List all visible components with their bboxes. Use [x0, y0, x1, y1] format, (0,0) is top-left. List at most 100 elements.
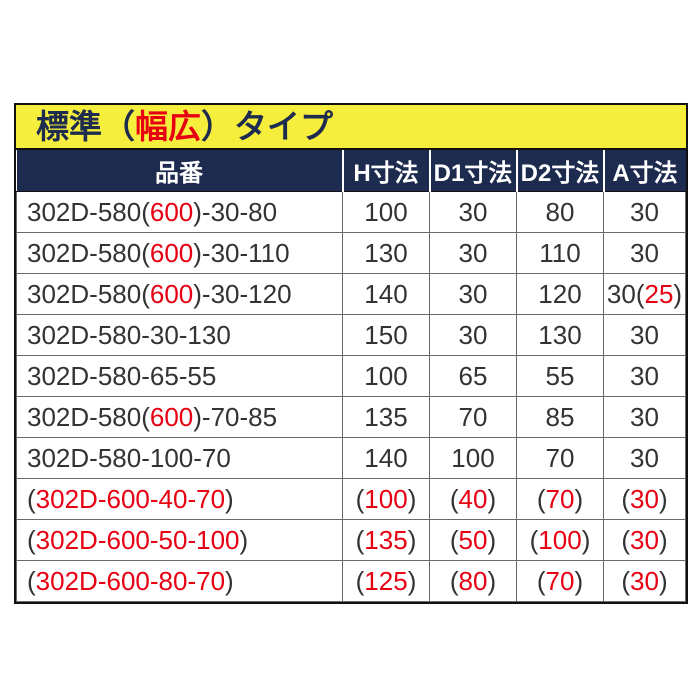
text-segment: 600: [149, 196, 194, 227]
table-title-banner: 標準（幅広）タイプ: [16, 105, 686, 150]
text-segment: ): [658, 524, 668, 555]
dimension-cell: 30: [603, 232, 686, 274]
text-segment: 135: [364, 401, 408, 432]
text-segment: 302D-580(: [27, 237, 150, 268]
table-title: 標準（幅広）タイプ: [36, 108, 333, 145]
text-segment: 55: [545, 360, 575, 391]
dimension-cell: (100): [342, 478, 430, 520]
text-segment: (: [27, 483, 36, 514]
text-segment: 30(: [606, 278, 645, 309]
text-segment: 125: [364, 565, 408, 596]
dimension-cell: 30: [603, 314, 686, 356]
text-segment: (: [529, 524, 539, 555]
text-segment: (: [27, 565, 36, 596]
text-segment: ): [673, 278, 683, 309]
dimension-cell: (50): [429, 519, 517, 561]
text-segment: 302D-580-65-55: [27, 360, 217, 391]
text-segment: ): [487, 483, 497, 514]
part-number-cell: 302D-580-65-55: [16, 355, 343, 397]
dimension-cell: 30: [603, 355, 686, 397]
text-segment: 140: [364, 278, 408, 309]
text-segment: 30: [458, 278, 488, 309]
text-segment: 30: [630, 237, 659, 268]
text-segment: 130: [538, 319, 582, 350]
text-segment: ): [407, 524, 417, 555]
text-segment: (: [449, 483, 459, 514]
text-segment: ): [658, 483, 668, 514]
table-row: 302D-580(600)-30-80 100 30 80 30: [16, 191, 686, 233]
text-segment: 302D-580-100-70: [27, 442, 231, 473]
text-segment: 70: [458, 401, 488, 432]
dimension-cell: 30: [603, 191, 686, 233]
text-segment: 30: [630, 442, 659, 473]
table-row: 302D-580(600)-30-110 130 30 110 30: [16, 232, 686, 274]
text-segment: (: [536, 483, 546, 514]
text-segment: 100: [364, 196, 408, 227]
text-segment: (: [355, 524, 365, 555]
text-segment: 30: [458, 196, 488, 227]
text-segment: 70: [545, 483, 575, 514]
text-segment: 600: [149, 401, 194, 432]
part-number-cell: (302D-600-80-70): [16, 560, 343, 602]
text-segment: ): [239, 524, 249, 555]
text-segment: 100: [364, 483, 408, 514]
text-segment: 140: [364, 442, 408, 473]
table-row: 302D-580-30-130 150 30 130 30: [16, 314, 686, 356]
text-segment: )-30-120: [193, 278, 292, 309]
column-header: H寸法: [342, 150, 431, 192]
dimension-cell: 70: [516, 437, 604, 479]
text-segment: (: [27, 524, 36, 555]
text-segment: 80: [458, 565, 488, 596]
text-segment: ): [581, 524, 591, 555]
text-segment: 150: [364, 319, 408, 350]
dimension-cell: 100: [342, 191, 430, 233]
dimension-cell: (70): [516, 478, 604, 520]
dimension-cell: 30: [603, 437, 686, 479]
text-segment: 30: [458, 319, 488, 350]
text-segment: 120: [538, 278, 582, 309]
dimension-cell: 100: [429, 437, 517, 479]
text-segment: 302D-600-40-70: [35, 483, 226, 514]
text-segment: ): [407, 565, 417, 596]
text-segment: ): [658, 565, 668, 596]
text-segment: 302D-580(: [27, 196, 150, 227]
part-number-cell: 302D-580(600)-30-110: [16, 232, 343, 274]
text-segment: 30: [630, 319, 659, 350]
dimension-cell: 55: [516, 355, 604, 397]
header-row: 品番 H寸法 D1寸法 D2寸法 A寸法: [16, 150, 686, 192]
text-segment: 25: [644, 278, 674, 309]
column-header: D2寸法: [516, 150, 605, 192]
table-row: 302D-580(600)-70-85 135 70 85 30: [16, 396, 686, 438]
spec-table-panel: 標準（幅広）タイプ 品番 H寸法 D1寸法 D2寸法 A寸法 302D-580(600)…: [14, 103, 688, 604]
text-segment: ）タイプ: [201, 108, 333, 145]
text-segment: ): [574, 483, 584, 514]
dimension-cell: (100): [516, 519, 604, 561]
dimension-cell: 30: [429, 314, 517, 356]
table-row: (302D-600-80-70) (125) (80) (70) (30): [16, 560, 686, 602]
text-segment: 302D-580(: [27, 401, 150, 432]
text-segment: 302D-600-80-70: [35, 565, 226, 596]
part-number-cell: 302D-580-30-130: [16, 314, 343, 356]
text-segment: 30: [630, 483, 659, 514]
dimension-cell: 30: [429, 191, 517, 233]
part-number-cell: 302D-580(600)-70-85: [16, 396, 343, 438]
dimension-cell: 110: [516, 232, 604, 274]
text-segment: 30: [630, 401, 659, 432]
dimension-cell: 150: [342, 314, 430, 356]
dimension-cell: (135): [342, 519, 430, 561]
text-segment: 30: [458, 237, 488, 268]
text-segment: 30: [630, 565, 659, 596]
part-number-cell: 302D-580-100-70: [16, 437, 343, 479]
dimension-cell: 130: [342, 232, 430, 274]
text-segment: )-30-110: [193, 237, 290, 268]
dimension-cell: 30: [429, 273, 517, 315]
text-segment: (: [621, 565, 631, 596]
text-segment: 302D-580(: [27, 278, 150, 309]
dimension-cell: (125): [342, 560, 430, 602]
table-row: (302D-600-50-100) (135) (50) (100) (30): [16, 519, 686, 561]
text-segment: 100: [364, 360, 408, 391]
dimension-cell: 30: [429, 232, 517, 274]
text-segment: 135: [364, 524, 408, 555]
text-segment: 302D-600-50-100: [35, 524, 240, 555]
text-segment: (: [536, 565, 546, 596]
